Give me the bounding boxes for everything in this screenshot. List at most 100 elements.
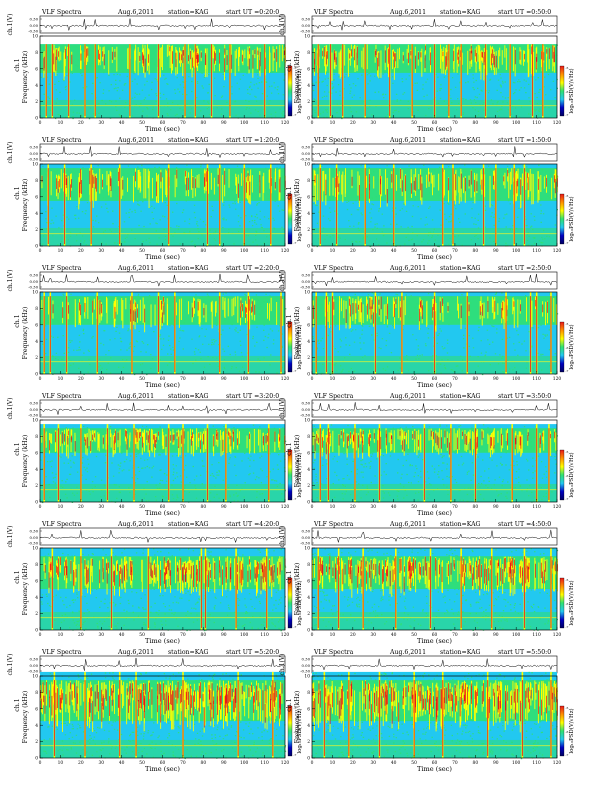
impulse-event-core <box>536 296 538 372</box>
colorbar-tick-label: -5 <box>566 450 569 454</box>
impulse-event-core <box>66 296 68 372</box>
time-tick-label: 0 <box>311 761 314 766</box>
frequency-tick-label: 10 <box>304 35 310 40</box>
panel-date: Aug.6,2011 <box>117 649 154 656</box>
impulse-event-core <box>442 168 444 244</box>
panel-station: station=KAG <box>440 393 481 400</box>
frequency-tick-label: 0 <box>307 757 310 762</box>
frequency-axis-label: Frequency (kHz) <box>22 179 29 232</box>
time-tick-label: 80 <box>201 505 207 510</box>
channel-axis-label: ch.1 <box>286 186 293 199</box>
colorbar-tick-label: -5 <box>294 706 297 710</box>
time-tick-label: 70 <box>452 249 458 254</box>
frequency-tick-label: 2 <box>35 484 38 489</box>
spectra-panel: VLF Spectra Aug.6,2011 station=KAG start UT… <box>7 649 303 773</box>
colorbar-tick-label: -5 <box>566 322 569 326</box>
waveform-tick-label: 0.30 <box>302 657 311 662</box>
time-tick-label: 10 <box>58 761 64 766</box>
waveform-tick-label: 0.30 <box>302 273 311 278</box>
panel-date: Aug.6,2011 <box>389 265 426 272</box>
time-tick-label: 80 <box>201 761 207 766</box>
impulse-event-core <box>80 428 82 500</box>
time-tick-label: 90 <box>221 377 227 382</box>
frequency-tick-label: 6 <box>307 195 310 200</box>
time-tick-label: 30 <box>370 633 376 638</box>
frequency-tick-label: 2 <box>307 228 310 233</box>
colorbar-tick-label: -6 <box>566 474 569 478</box>
sferic-streaks <box>40 680 283 733</box>
waveform-tick-label: 0.00 <box>30 279 39 284</box>
panel-start-time: start UT =2:20:0 <box>226 265 279 272</box>
time-tick-label: 120 <box>553 761 562 766</box>
waveform-tick-label: 0.00 <box>30 407 39 412</box>
colorbar-label: log₁₀PSD(V/√Hz) <box>296 708 303 753</box>
frequency-tick-label: 10 <box>304 547 310 552</box>
impulse-event-core <box>362 556 364 628</box>
frequency-tick-label: 8 <box>307 51 310 56</box>
time-tick-label: 0 <box>311 249 314 254</box>
impulse-event-core <box>219 296 221 372</box>
waveform-frame <box>39 143 286 162</box>
panel-start-time: start UT =5:50:0 <box>498 649 551 656</box>
impulse-event-core <box>94 44 96 117</box>
colorbar-tick-label: -5 <box>566 706 569 710</box>
frequency-tick-label: 8 <box>35 179 38 184</box>
frequency-tick-label: 10 <box>32 291 38 296</box>
waveform-axis-label: ch.1(V) <box>279 526 286 548</box>
impulse-event-core <box>133 428 135 500</box>
colorbar-tick-label: -5 <box>294 578 297 582</box>
impulse-event-core <box>485 44 487 117</box>
time-tick-label: 120 <box>281 377 290 382</box>
colorbar-tick-label: -5 <box>566 194 569 198</box>
impulse-event-core <box>483 168 484 244</box>
colorbar-tick-label: -6 <box>566 602 569 606</box>
panel-station: station=KAG <box>168 393 209 400</box>
frequency-tick-label: 0 <box>35 501 38 506</box>
impulse-event-core <box>53 680 55 756</box>
time-tick-label: 60 <box>432 121 438 126</box>
panel-title: VLF Spectra <box>41 393 82 400</box>
time-axis-label: Time (sec) <box>417 637 452 645</box>
frequency-tick-label: 8 <box>35 435 38 440</box>
waveform-frame <box>39 271 286 290</box>
waveform-trace <box>39 273 285 287</box>
waveform-tick-label: 0.00 <box>30 663 39 668</box>
frequency-tick-label: 6 <box>307 323 310 328</box>
impulse-event-core <box>393 168 395 244</box>
impulse-event-core <box>332 296 333 372</box>
waveform-tick-label: 0.00 <box>302 23 311 28</box>
time-tick-label: 70 <box>180 761 186 766</box>
frequency-tick-label: 4 <box>35 596 38 601</box>
time-tick-label: 110 <box>532 633 541 638</box>
time-tick-label: 30 <box>98 505 104 510</box>
impulse-event-core <box>80 556 82 628</box>
panel-title: VLF Spectra <box>313 393 354 400</box>
impulse-event-core <box>338 556 340 628</box>
frequency-tick-label: 0 <box>307 629 310 634</box>
waveform-trace <box>311 402 557 415</box>
time-tick-label: 120 <box>281 249 290 254</box>
waveform-frame <box>39 527 286 546</box>
frequency-axis-label: Frequency (kHz) <box>22 307 29 360</box>
frequency-tick-label: 8 <box>35 691 38 696</box>
waveform-axis-label: ch.1(V) <box>7 14 14 36</box>
waveform-tick-label: -0.30 <box>300 29 310 34</box>
colorbar-tick-label: -6 <box>294 730 297 734</box>
waveform-frame <box>311 527 558 546</box>
waveform-tick-label: 0.30 <box>302 401 311 406</box>
time-axis-label: Time (sec) <box>145 125 180 133</box>
time-axis-label: Time (sec) <box>417 125 452 133</box>
frequency-tick-label: 2 <box>307 484 310 489</box>
panel-title: VLF Spectra <box>41 649 82 656</box>
impulse-event-core <box>270 168 272 244</box>
impulse-event-core <box>317 556 319 628</box>
impulse-event-core <box>243 168 245 244</box>
time-tick-label: 50 <box>411 761 417 766</box>
waveform-tick-label: 0.30 <box>30 657 39 662</box>
waveform-axis-label: ch.1(V) <box>279 270 286 292</box>
frequency-tick-label: 4 <box>307 212 310 217</box>
time-tick-label: 90 <box>221 633 227 638</box>
panel-title: VLF Spectra <box>313 137 354 144</box>
frequency-tick-label: 0 <box>307 501 310 506</box>
impulse-event-core <box>389 44 391 117</box>
